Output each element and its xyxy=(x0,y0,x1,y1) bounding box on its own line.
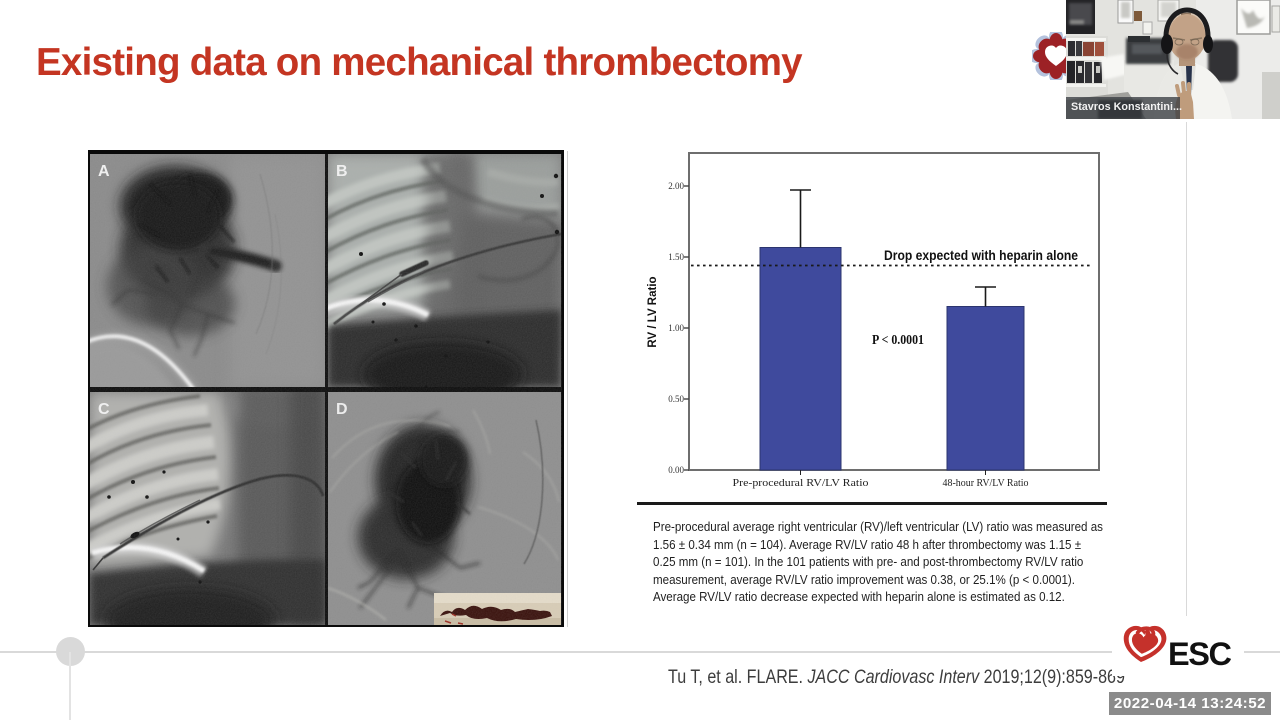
svg-text:Pre-procedural RV/LV Ratio: Pre-procedural RV/LV Ratio xyxy=(733,477,870,489)
svg-text:48-hour RV/LV Ratio: 48-hour RV/LV Ratio xyxy=(943,477,1029,489)
svg-text:ESC: ESC xyxy=(1168,636,1232,672)
svg-text:RV / LV Ratio: RV / LV Ratio xyxy=(647,276,659,347)
svg-text:0.50: 0.50 xyxy=(668,394,684,404)
svg-text:1.00: 1.00 xyxy=(668,323,684,333)
svg-text:P < 0.0001: P < 0.0001 xyxy=(872,332,924,347)
svg-text:2.00: 2.00 xyxy=(668,181,684,191)
svg-text:Drop expected with heparin alo: Drop expected with heparin alone xyxy=(884,248,1078,263)
svg-text:1.50: 1.50 xyxy=(668,252,684,262)
svg-text:0.00: 0.00 xyxy=(668,465,684,475)
